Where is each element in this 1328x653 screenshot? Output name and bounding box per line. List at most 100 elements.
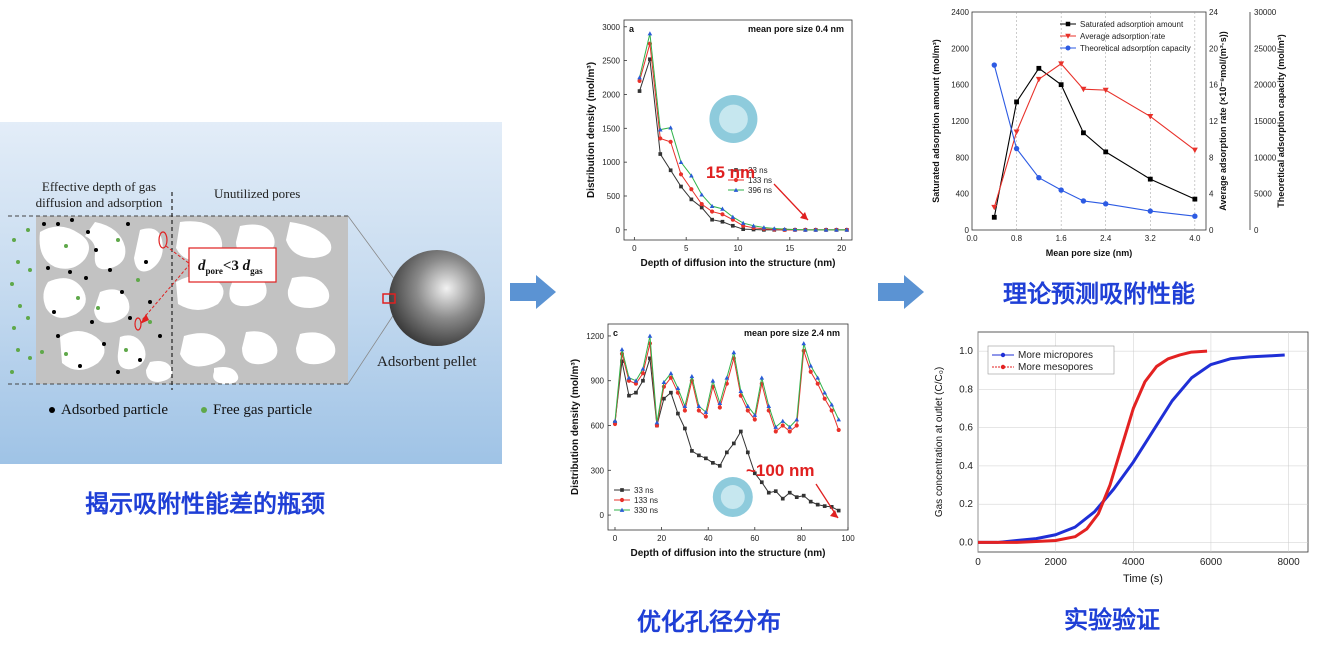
- panel-letter: c: [613, 328, 618, 338]
- data-point: [637, 75, 642, 80]
- data-point: [689, 197, 694, 202]
- legend-label: 33 ns: [634, 486, 654, 495]
- data-point: [1102, 87, 1109, 94]
- x-tick-label: 100: [841, 534, 855, 543]
- data-point: [836, 417, 841, 422]
- data-point: [710, 217, 714, 222]
- data-point: [662, 396, 666, 401]
- data-point: [794, 417, 800, 422]
- x-axis-label: Depth of diffusion into the structure (n…: [641, 258, 836, 269]
- data-point: [627, 393, 631, 398]
- legend-marker: [1000, 352, 1006, 358]
- x-tick-label: 20: [657, 534, 666, 543]
- y-right2-tick-label: 0: [1254, 226, 1259, 235]
- data-point: [683, 426, 687, 431]
- x-tick-label: 80: [797, 534, 806, 543]
- y-left-tick-label: 800: [956, 153, 970, 162]
- x-tick-label: 0: [632, 244, 637, 253]
- data-point: [697, 453, 701, 458]
- y-tick-label: 3000: [602, 23, 620, 32]
- y-tick-label: 0.6: [959, 423, 973, 434]
- y-right2-tick-label: 20000: [1254, 81, 1277, 90]
- y-tick-label: 900: [591, 377, 605, 386]
- formula-gas-subscript: gas: [250, 266, 263, 276]
- data-point: [759, 375, 765, 380]
- data-point: [710, 209, 715, 214]
- data-point: [696, 408, 701, 413]
- data-point: [699, 202, 704, 207]
- data-point: [1103, 201, 1109, 207]
- data-point: [730, 214, 736, 219]
- formula-d-gas: d: [242, 258, 251, 274]
- data-point: [720, 219, 725, 224]
- data-point: [709, 203, 715, 208]
- annotation-label: ~100 nm: [746, 461, 815, 480]
- y-right2-axis-label: Theoretical adsorption capacity (mol/m³): [1276, 34, 1286, 208]
- free-gas-particles: [10, 228, 152, 374]
- data-point: [720, 212, 725, 217]
- x-tick-label: 1.6: [1056, 234, 1068, 243]
- y-right2-tick-label: 25000: [1254, 44, 1277, 53]
- data-point: [689, 173, 694, 178]
- effective-depth-label: Effective depth of gas diffusion and ads…: [24, 179, 174, 211]
- data-point: [822, 504, 827, 508]
- y-left-tick-label: 1600: [951, 81, 969, 90]
- data-point: [787, 424, 793, 429]
- data-point: [991, 214, 997, 220]
- data-point: [815, 375, 821, 380]
- legend-marker: [1065, 45, 1071, 51]
- y-tick-label: 0.2: [959, 499, 973, 510]
- data-point: [780, 496, 785, 501]
- adsorbent-pellet: [389, 250, 485, 346]
- data-point: [787, 490, 792, 495]
- data-point: [648, 57, 652, 62]
- data-point: [633, 378, 639, 383]
- chart-breakthrough-experiment: 0 2000 4000 6000 8000 0.0 0.2 0.4 0.6 0.8 1.0 Time …: [934, 331, 1309, 585]
- legend-marker: [619, 497, 625, 503]
- chart-theoretical-adsorption: 0.0 0.8 1.6 2.4 3.2 4.00400800120016002000240…: [931, 8, 1286, 258]
- formula-d-pore: d: [198, 258, 206, 274]
- data-point: [657, 127, 663, 132]
- x-tick-label: 40: [704, 534, 713, 543]
- pore-size-condition-box: [188, 247, 277, 283]
- x-tick-label: 5: [684, 244, 689, 253]
- data-point: [637, 89, 642, 93]
- data-point: [752, 412, 758, 417]
- legend-label: More mesopores: [1018, 362, 1093, 373]
- y-right1-tick-label: 16: [1209, 81, 1218, 90]
- data-point: [658, 136, 663, 141]
- data-point: [815, 381, 820, 386]
- data-point: [745, 450, 750, 455]
- y-axis-label: Distribution density (mol/m³): [570, 359, 581, 495]
- data-point: [1081, 130, 1086, 136]
- data-point: [710, 378, 716, 383]
- data-point: [1191, 147, 1198, 154]
- data-point: [829, 402, 834, 407]
- legend-marker: [619, 507, 625, 512]
- data-point: [771, 226, 777, 231]
- data-point: [703, 414, 708, 419]
- data-point: [991, 62, 997, 68]
- series-line: [993, 67, 1196, 218]
- x-tick-label: 0: [613, 534, 618, 543]
- data-point: [738, 429, 743, 434]
- data-point: [704, 456, 708, 461]
- data-point: [822, 396, 827, 401]
- y-tick-label: 1.0: [959, 346, 973, 357]
- x-axis-label: Depth of diffusion into the structure (n…: [631, 548, 826, 559]
- legend-box: [987, 345, 1115, 375]
- data-point: [626, 378, 632, 383]
- effective-depth-label-line2: diffusion and adsorption: [35, 195, 163, 210]
- y-right2-tick-label: 10000: [1254, 153, 1277, 162]
- adsorbed-particles: [42, 218, 162, 374]
- data-point: [654, 423, 660, 428]
- data-point: [773, 489, 778, 494]
- data-point: [620, 359, 624, 364]
- data-point: [766, 403, 772, 408]
- y-right1-tick-label: 12: [1209, 117, 1218, 126]
- x-tick-label: 4.0: [1189, 234, 1201, 243]
- data-point: [1035, 76, 1042, 83]
- data-point: [794, 495, 799, 499]
- data-point: [738, 393, 743, 398]
- y-right2-tick-label: 15000: [1254, 117, 1277, 126]
